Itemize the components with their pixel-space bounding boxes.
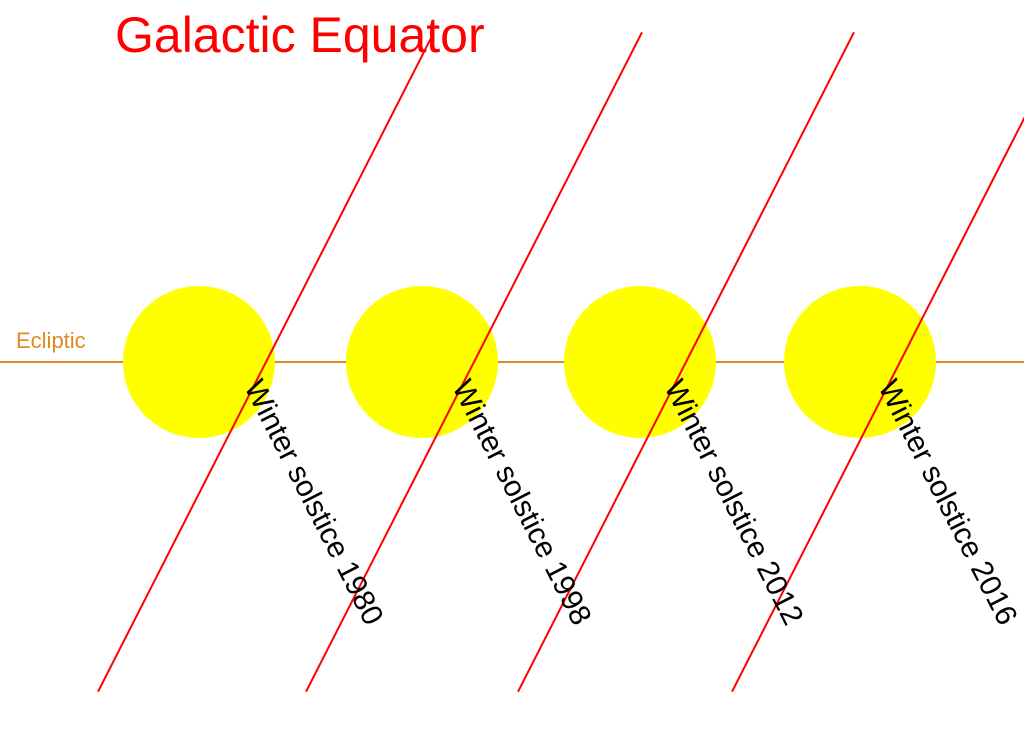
solstice-label-2: Winter solstice 2012 — [657, 375, 809, 631]
diagram-canvas: Galactic Equator Ecliptic Winter solstic… — [0, 0, 1024, 737]
solstice-label-1: Winter solstice 1998 — [445, 375, 597, 631]
diagram-svg: Winter solstice 1980Winter solstice 1998… — [0, 0, 1024, 737]
solstice-label-3: Winter solstice 2016 — [871, 375, 1023, 631]
